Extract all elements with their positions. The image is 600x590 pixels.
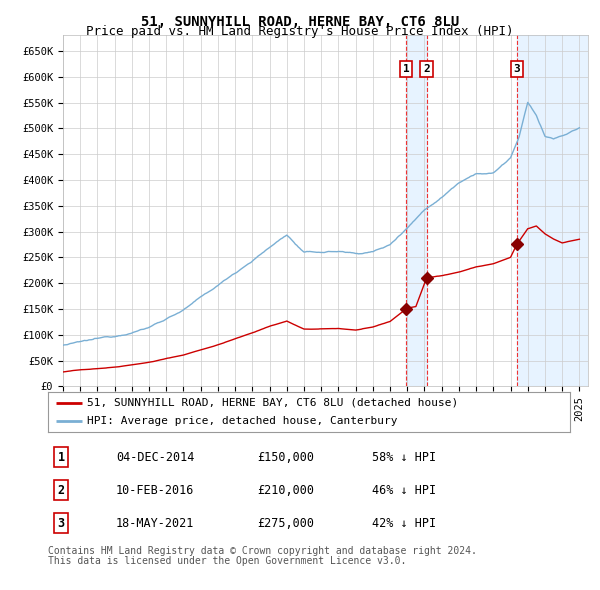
Bar [406,35,427,386]
Text: Price paid vs. HM Land Registry's House Price Index (HPI): Price paid vs. HM Land Registry's House … [86,25,514,38]
Text: 58% ↓ HPI: 58% ↓ HPI [371,451,436,464]
Text: 2: 2 [58,484,65,497]
Text: £150,000: £150,000 [257,451,314,464]
Text: £275,000: £275,000 [257,517,314,530]
Text: 51, SUNNYHILL ROAD, HERNE BAY, CT6 8LU (detached house): 51, SUNNYHILL ROAD, HERNE BAY, CT6 8LU (… [87,398,458,408]
Text: 3: 3 [58,517,65,530]
Text: 04-DEC-2014: 04-DEC-2014 [116,451,194,464]
Text: 2: 2 [423,64,430,74]
Text: HPI: Average price, detached house, Canterbury: HPI: Average price, detached house, Cant… [87,416,398,426]
Text: 51, SUNNYHILL ROAD, HERNE BAY, CT6 8LU: 51, SUNNYHILL ROAD, HERNE BAY, CT6 8LU [141,15,459,29]
Bar [517,35,588,386]
Text: 10-FEB-2016: 10-FEB-2016 [116,484,194,497]
Text: Contains HM Land Registry data © Crown copyright and database right 2024.: Contains HM Land Registry data © Crown c… [48,546,477,556]
Text: This data is licensed under the Open Government Licence v3.0.: This data is licensed under the Open Gov… [48,556,406,566]
Text: 3: 3 [514,64,520,74]
Text: 18-MAY-2021: 18-MAY-2021 [116,517,194,530]
Text: 42% ↓ HPI: 42% ↓ HPI [371,517,436,530]
Text: 1: 1 [58,451,65,464]
Text: 1: 1 [403,64,409,74]
Text: £210,000: £210,000 [257,484,314,497]
Text: 46% ↓ HPI: 46% ↓ HPI [371,484,436,497]
